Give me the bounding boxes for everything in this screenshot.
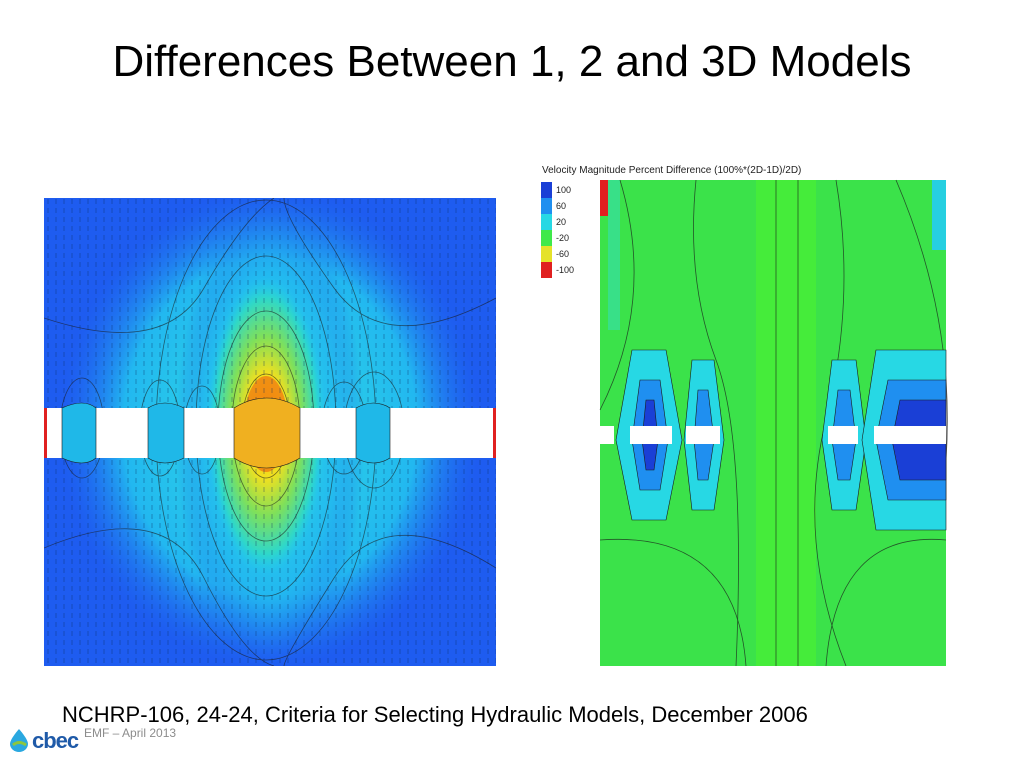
- legend-label: -100: [556, 265, 575, 275]
- legend-label: 20: [556, 217, 567, 227]
- legend-swatch: [541, 246, 552, 262]
- citation-caption: NCHRP-106, 24-24, Criteria for Selecting…: [62, 702, 808, 727]
- legend-entry: 20: [541, 214, 574, 230]
- legend-entry: 100: [541, 182, 574, 198]
- logo-text: cbec: [32, 728, 79, 753]
- legend-swatch: [541, 198, 552, 214]
- footer-date: EMF – April 2013: [84, 726, 177, 740]
- legend-label: 60: [556, 201, 567, 211]
- slide-title: Differences Between 1, 2 and 3D Models: [112, 37, 912, 86]
- legend-swatch: [541, 262, 552, 278]
- legend-swatch: [541, 214, 552, 230]
- legend-swatch: [541, 230, 552, 246]
- legend-entry: -100: [541, 262, 574, 278]
- legend-label: 100: [556, 185, 572, 195]
- legend-swatch: [541, 182, 552, 198]
- percent-difference-contour-plot: [599, 179, 948, 666]
- legend-title: Velocity Magnitude Percent Difference (1…: [542, 165, 802, 176]
- water-drop-icon: [10, 729, 28, 752]
- legend-label: -20: [556, 233, 570, 243]
- legend-label: -60: [556, 249, 570, 259]
- color-legend: 100 60 20 -20 -60 -100: [541, 182, 574, 278]
- velocity-contour-plot-2d: [44, 198, 496, 666]
- legend-entry: 60: [541, 198, 574, 214]
- legend-entry: -60: [541, 246, 574, 262]
- cbec-logo: cbec: [8, 728, 79, 753]
- legend-entry: -20: [541, 230, 574, 246]
